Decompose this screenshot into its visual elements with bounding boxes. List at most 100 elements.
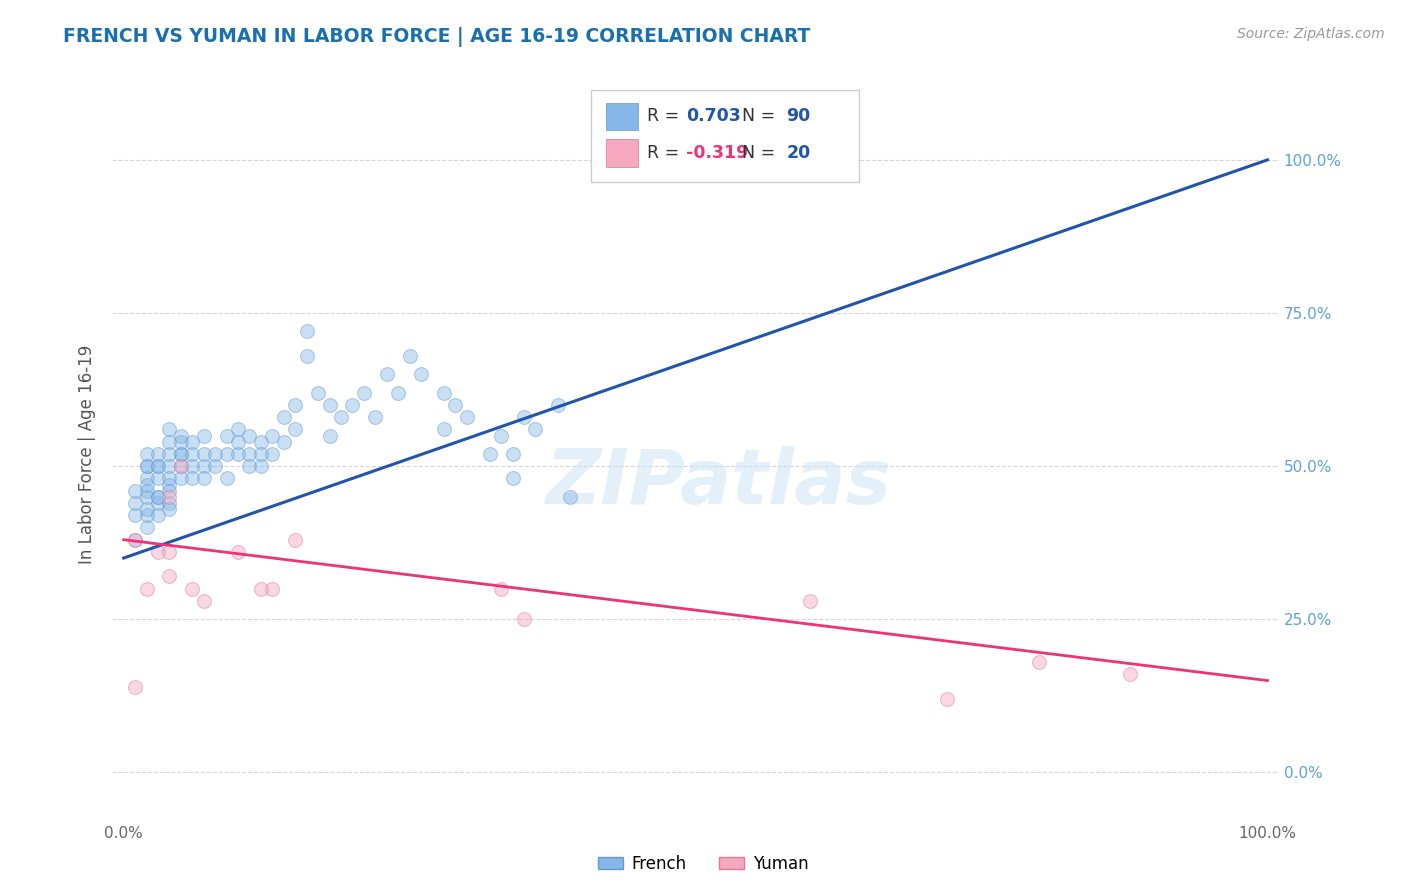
Point [170, 447, 193, 461]
Point [295, 349, 318, 363]
Point [284, 398, 307, 412]
Point [159, 422, 181, 436]
Point [375, 368, 398, 382]
Point [181, 447, 204, 461]
FancyBboxPatch shape [606, 139, 638, 167]
Y-axis label: In Labor Force | Age 16-19: In Labor Force | Age 16-19 [79, 344, 96, 564]
Point [193, 459, 215, 474]
Point [135, 582, 157, 596]
Point [226, 545, 249, 559]
Point [146, 496, 169, 510]
Point [547, 398, 569, 412]
Text: 90: 90 [786, 108, 811, 126]
Point [159, 471, 181, 485]
Text: N =: N = [731, 108, 780, 126]
Point [513, 612, 536, 626]
Point [146, 471, 169, 485]
Point [159, 459, 181, 474]
Point [159, 483, 181, 498]
Point [433, 422, 456, 436]
Point [159, 490, 181, 504]
Point [170, 428, 193, 442]
Point [295, 325, 318, 339]
Point [444, 398, 467, 412]
Point [146, 459, 169, 474]
Point [159, 434, 181, 449]
Point [250, 582, 273, 596]
Point [226, 434, 249, 449]
Point [262, 582, 284, 596]
Point [193, 447, 215, 461]
Point [524, 422, 547, 436]
Point [215, 471, 238, 485]
Point [124, 533, 146, 547]
Point [433, 385, 456, 400]
Point [146, 459, 169, 474]
Point [478, 447, 501, 461]
Point [387, 385, 409, 400]
Legend: French, Yuman: French, Yuman [591, 848, 815, 880]
Point [502, 471, 524, 485]
Text: R =: R = [647, 108, 685, 126]
Text: Source: ZipAtlas.com: Source: ZipAtlas.com [1237, 27, 1385, 41]
Point [250, 447, 273, 461]
Point [799, 594, 821, 608]
FancyBboxPatch shape [591, 90, 859, 182]
Point [262, 447, 284, 461]
Point [135, 447, 157, 461]
Point [135, 459, 157, 474]
Point [170, 459, 193, 474]
Point [159, 477, 181, 491]
Point [1119, 667, 1142, 681]
Text: R =: R = [647, 145, 685, 162]
Point [135, 459, 157, 474]
Point [181, 582, 204, 596]
Point [135, 502, 157, 516]
Point [342, 398, 364, 412]
Point [135, 471, 157, 485]
Point [489, 428, 512, 442]
Point [262, 428, 284, 442]
Point [513, 410, 536, 425]
Point [226, 422, 249, 436]
Point [409, 368, 432, 382]
Point [398, 349, 420, 363]
Point [135, 483, 157, 498]
Point [489, 582, 512, 596]
Point [159, 545, 181, 559]
Point [284, 533, 307, 547]
Point [159, 502, 181, 516]
Point [170, 447, 193, 461]
Point [181, 471, 204, 485]
Point [307, 385, 329, 400]
Point [146, 447, 169, 461]
Point [193, 471, 215, 485]
Point [181, 459, 204, 474]
Point [146, 545, 169, 559]
Point [204, 459, 226, 474]
Point [273, 434, 295, 449]
Point [124, 483, 146, 498]
Point [146, 508, 169, 523]
Point [330, 410, 353, 425]
Point [135, 508, 157, 523]
Point [193, 594, 215, 608]
Point [135, 490, 157, 504]
FancyBboxPatch shape [606, 103, 638, 130]
Point [170, 471, 193, 485]
Point [558, 490, 581, 504]
Point [250, 459, 273, 474]
Point [936, 692, 959, 706]
Point [159, 447, 181, 461]
Text: ZIPatlas: ZIPatlas [546, 446, 891, 520]
Point [204, 447, 226, 461]
Point [124, 496, 146, 510]
Point [181, 434, 204, 449]
Point [1028, 655, 1050, 669]
Point [318, 398, 340, 412]
Point [124, 533, 146, 547]
Point [238, 447, 260, 461]
Point [238, 459, 260, 474]
Point [215, 447, 238, 461]
Text: FRENCH VS YUMAN IN LABOR FORCE | AGE 16-19 CORRELATION CHART: FRENCH VS YUMAN IN LABOR FORCE | AGE 16-… [63, 27, 811, 46]
